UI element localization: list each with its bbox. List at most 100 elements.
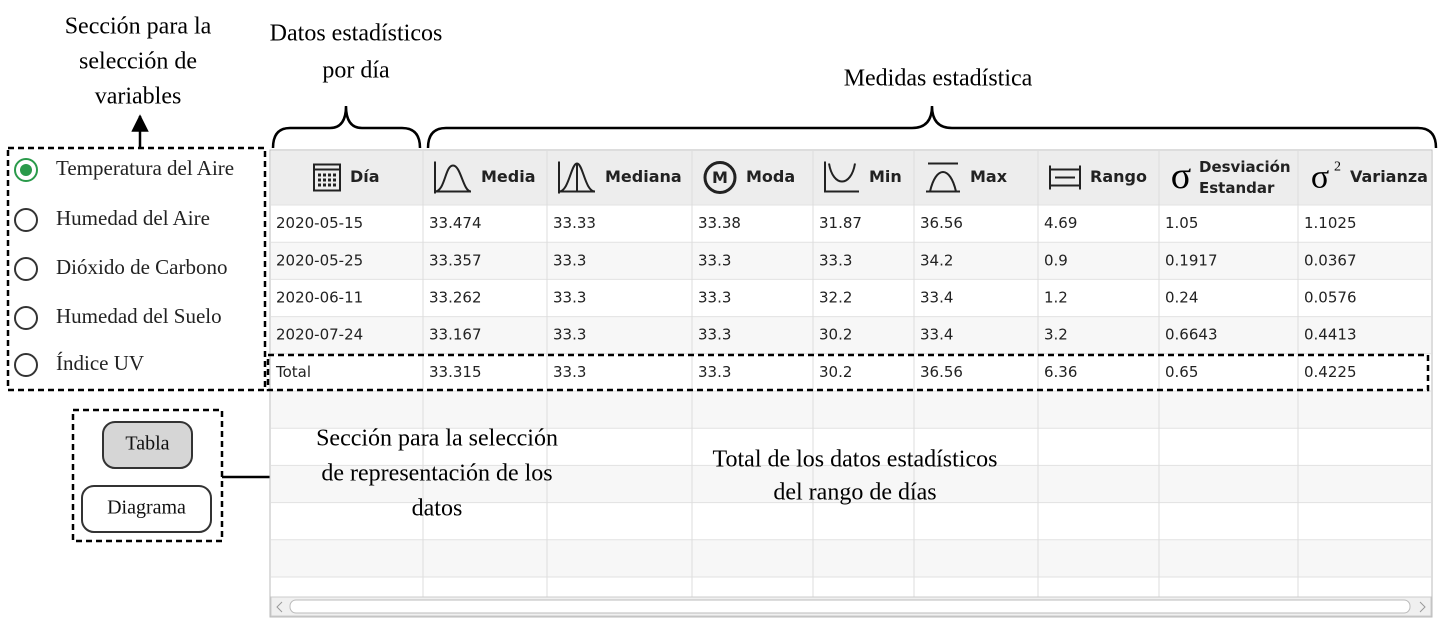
row-bg (271, 279, 1431, 317)
column-header[interactable]: Moda (746, 167, 795, 186)
table-cell: 33.33 (553, 214, 596, 232)
annotation-text: Total de los datos estadísticos (713, 447, 998, 473)
button[interactable] (102, 421, 193, 469)
table-cell: 33.3 (553, 251, 586, 269)
row-bg (271, 391, 1431, 429)
table-cell: 30.2 (819, 326, 852, 344)
table-cell: 2020-05-25 (276, 251, 363, 269)
header-icon (328, 178, 331, 182)
total-highlight (266, 353, 1430, 392)
row-bg (271, 242, 1431, 280)
header-icon (323, 173, 326, 177)
table-cell: 33.357 (429, 251, 482, 269)
button[interactable] (81, 485, 212, 533)
table-cell: 33.3 (553, 326, 586, 344)
annotation-text: de representación de los (321, 461, 552, 487)
scroll-thumb[interactable] (289, 599, 1411, 614)
radio-button[interactable] (14, 208, 38, 232)
annotation-text: selección de (79, 49, 197, 75)
radio-label[interactable]: Humedad del Aire (56, 206, 210, 230)
table-cell: 0.0367 (1304, 251, 1357, 269)
column-header[interactable]: Estandar (1199, 179, 1275, 197)
header-icon: σ (1311, 158, 1329, 195)
column-header[interactable]: Media (481, 167, 536, 186)
header-icon (318, 178, 321, 182)
total-cell: 33.3 (698, 363, 731, 381)
radio-label[interactable]: Temperatura del Aire (56, 156, 234, 180)
row-bg (271, 353, 1431, 391)
row-bg (271, 205, 1431, 243)
table-cell: 0.4413 (1304, 326, 1357, 344)
row-bg (271, 465, 1431, 503)
header-icon (1049, 165, 1081, 190)
table-cell: 34.2 (920, 251, 953, 269)
annotation-text: Sección para la (65, 14, 212, 40)
table-cell: 2020-05-15 (276, 214, 363, 232)
column-header[interactable]: Varianza (1350, 167, 1428, 186)
row-bg (271, 428, 1431, 466)
total-cell: 33.3 (553, 363, 586, 381)
radio-button[interactable] (14, 353, 38, 377)
table-cell: 0.6643 (1165, 326, 1218, 344)
annotation-text: Datos estadísticos (270, 21, 443, 47)
header-icon (333, 178, 336, 182)
table-cell: 2020-07-24 (276, 326, 363, 344)
header-icon (328, 173, 331, 177)
table-header-bg (271, 151, 1431, 205)
table-cell: 33.3 (698, 251, 731, 269)
button-label[interactable]: Tabla (125, 433, 169, 455)
table-cell: 33.474 (429, 214, 482, 232)
column-header[interactable]: Max (970, 167, 1008, 186)
table-cell: 1.05 (1165, 214, 1198, 232)
annotation-text: del rango de días (773, 480, 936, 506)
table-cell: 31.87 (819, 214, 862, 232)
scroll-left[interactable] (276, 601, 283, 613)
table-cell: 33.3 (698, 326, 731, 344)
table-cell: 33.4 (920, 326, 953, 344)
header-icon (318, 183, 321, 187)
table-cell: 0.9 (1044, 251, 1068, 269)
column-header[interactable]: Día (350, 167, 380, 186)
table-cell: 1.1025 (1304, 214, 1357, 232)
column-header[interactable]: Rango (1090, 167, 1147, 186)
annotation-text: Sección para la selección (316, 426, 558, 452)
table-cell: 2020-06-11 (276, 289, 363, 307)
radio-button[interactable] (14, 306, 38, 330)
radio-dot (20, 164, 32, 176)
total-cell: Total (275, 363, 311, 381)
column-header[interactable]: Min (869, 167, 902, 186)
annotation-text: Medidas estadística (844, 66, 1033, 92)
scroll-right[interactable] (1419, 601, 1426, 613)
header-icon (824, 161, 859, 193)
header-icon: σ (1171, 155, 1191, 197)
total-cell: 6.36 (1044, 363, 1077, 381)
radio-label[interactable]: Humedad del Suelo (56, 304, 222, 328)
annotation-text: datos (412, 496, 463, 522)
header-icon (333, 173, 336, 177)
table-cell: 3.2 (1044, 326, 1068, 344)
total-cell: 33.315 (429, 363, 482, 381)
header-icon (323, 178, 326, 182)
row-bg (271, 539, 1431, 577)
button-label[interactable]: Diagrama (107, 497, 186, 519)
row-bg (271, 502, 1431, 540)
total-cell: 36.56 (920, 363, 963, 381)
header-icon (318, 173, 321, 177)
radio-label[interactable]: Dióxido de Carbono (56, 255, 227, 279)
column-header[interactable]: Desviación (1199, 158, 1291, 176)
radio-button[interactable] (14, 257, 38, 281)
annotation-shapes (6, 105, 1438, 543)
row-bg (271, 577, 1431, 597)
table-cell: 32.2 (819, 289, 852, 307)
annotation-text: por día (322, 58, 390, 84)
table-cell: 33.4 (920, 289, 953, 307)
header-icon (313, 163, 341, 192)
table-cell: 0.1917 (1165, 251, 1218, 269)
column-header[interactable]: Mediana (605, 167, 682, 186)
table-cell: 33.38 (698, 214, 741, 232)
data-table: Día Media Mediana M Moda Min Max Rango σ Desviaci… (269, 149, 1433, 618)
radio-label[interactable]: Índice UV (56, 351, 144, 375)
